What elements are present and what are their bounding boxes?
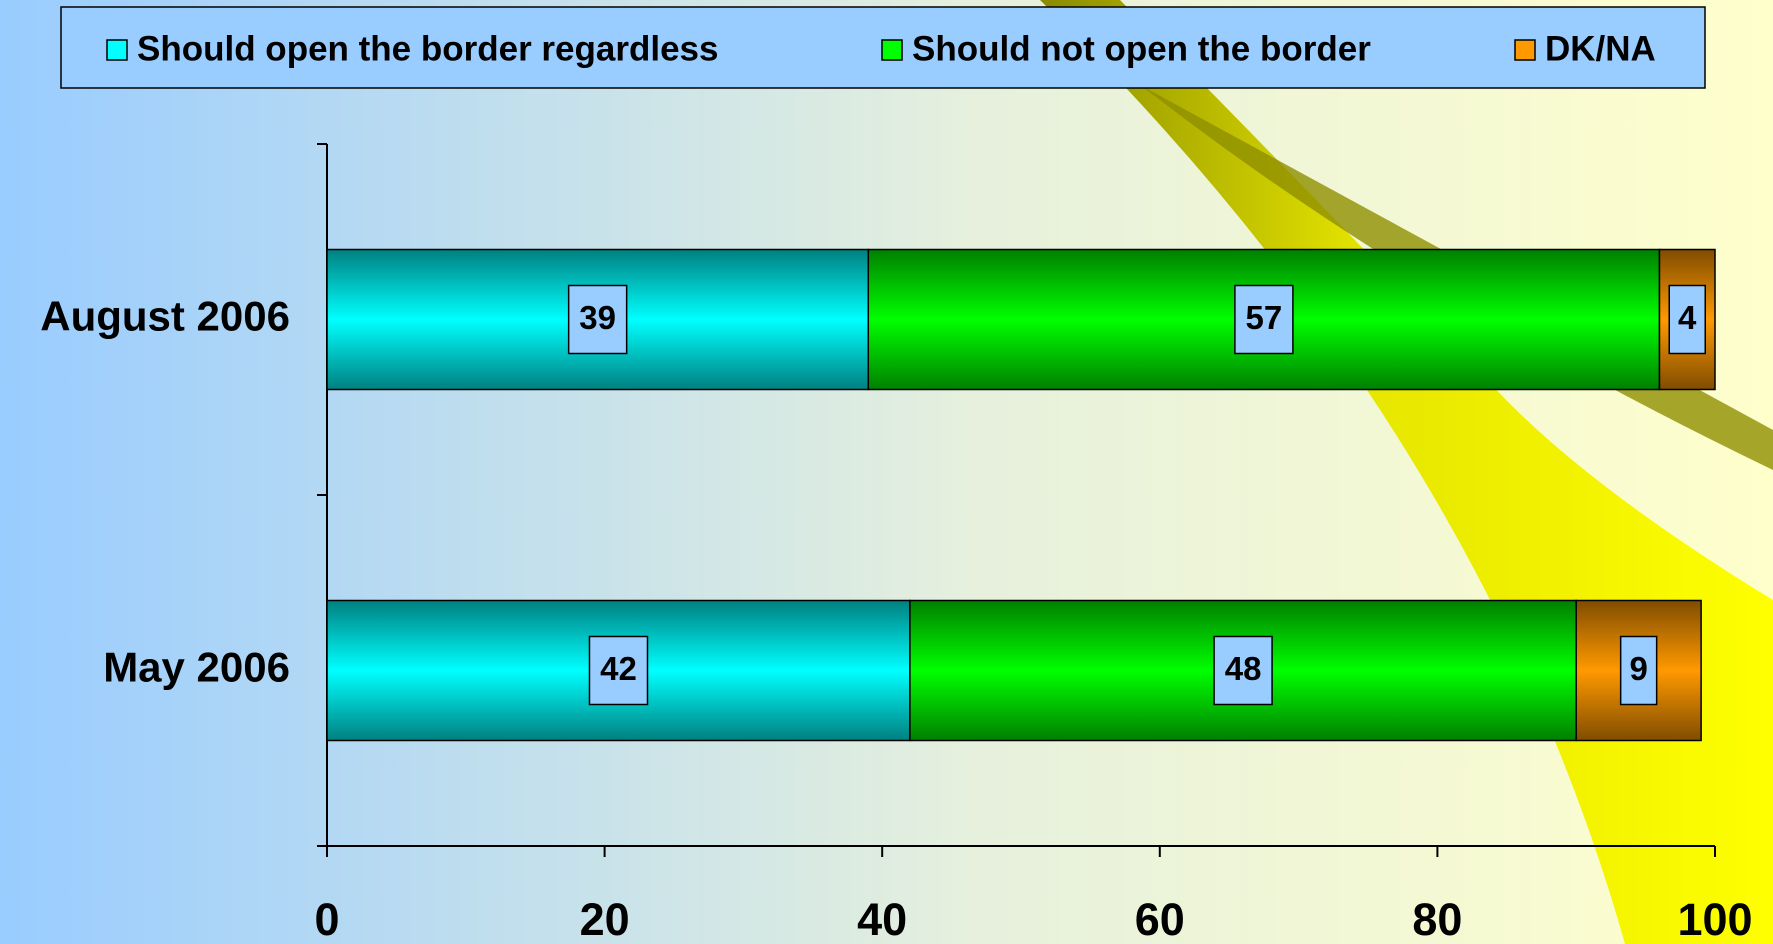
x-tick-label: 40: [857, 894, 907, 944]
category-label: May 2006: [103, 644, 290, 691]
data-label-box: [1234, 284, 1294, 355]
legend-swatch: [106, 39, 128, 61]
x-tick-label: 80: [1412, 894, 1462, 944]
data-label-box: [1619, 635, 1658, 706]
x-tick-label: 20: [580, 894, 630, 944]
data-label-box: [1213, 635, 1273, 706]
x-tick-label: 60: [1135, 894, 1185, 944]
category-label: August 2006: [40, 293, 290, 340]
legend-label: Should not open the border: [912, 29, 1371, 68]
legend-swatch: [881, 39, 903, 61]
data-label: 48: [1225, 650, 1262, 687]
data-label-box: [567, 284, 628, 355]
x-tick-label: 0: [314, 894, 339, 944]
data-label-box: [588, 635, 649, 706]
data-label-box: [1668, 284, 1706, 355]
x-tick-label: 100: [1677, 894, 1752, 944]
data-label: 4: [1678, 299, 1697, 336]
data-label: 39: [579, 299, 616, 336]
data-label: 9: [1629, 650, 1647, 687]
legend-label: Should open the border regardless: [137, 29, 718, 68]
data-label: 42: [600, 650, 637, 687]
legend-swatch: [1514, 39, 1536, 61]
legend-label: DK/NA: [1545, 29, 1656, 68]
data-label: 57: [1246, 299, 1283, 336]
